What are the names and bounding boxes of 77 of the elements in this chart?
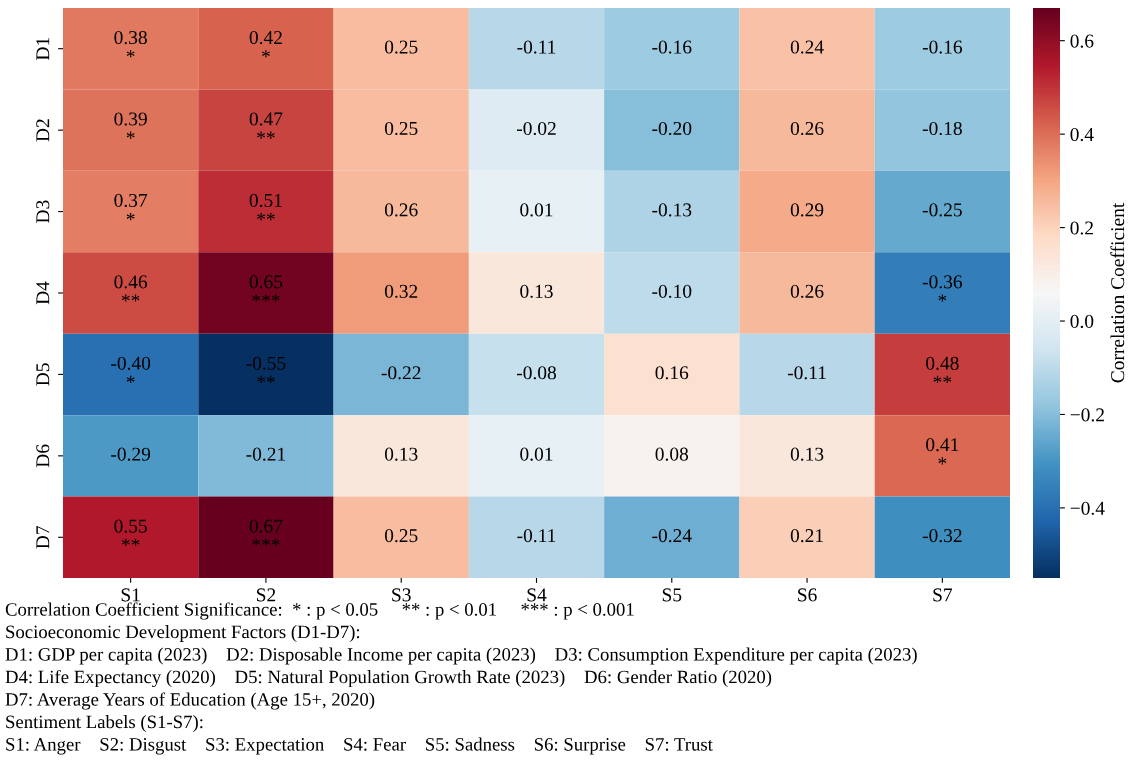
- data-label: -0.11: [517, 40, 556, 54]
- y-tick-label: D4: [36, 281, 50, 305]
- data-label: 0.65 ***: [249, 275, 283, 302]
- color-bar-label: −0.2: [1070, 408, 1104, 422]
- x-tick-label: S3: [392, 588, 411, 602]
- data-label: 0.29: [790, 203, 824, 217]
- data-label: -0.25: [922, 203, 962, 217]
- data-label: -0.24: [652, 529, 692, 543]
- data-label: -0.16: [922, 40, 963, 54]
- data-label: -0.11: [517, 529, 556, 543]
- data-label: 0.21: [790, 529, 823, 543]
- color-bar-label: 0.0: [1070, 314, 1094, 329]
- data-label: -0.10: [652, 284, 692, 298]
- x-tick-label: S6: [798, 588, 817, 602]
- x-tick-label: S5: [662, 588, 682, 602]
- y-tick-label: D7: [36, 525, 50, 549]
- data-label: -0.22: [381, 366, 421, 380]
- data-label: 0.38 *: [114, 30, 147, 58]
- data-label: 0.32: [384, 284, 418, 298]
- data-label: 0.01: [520, 447, 553, 461]
- data-label: 0.26: [790, 284, 824, 298]
- data-label: 0.26: [384, 203, 418, 217]
- data-label: -0.11: [787, 366, 826, 380]
- data-label: 0.16: [655, 366, 689, 380]
- y-tick-label: D2: [36, 119, 50, 142]
- data-label: 0.39 *: [114, 112, 147, 139]
- x-tick-label: S7: [933, 588, 953, 602]
- data-label: 0.37 *: [114, 193, 148, 221]
- data-label: -0.32: [922, 529, 962, 543]
- text: D7: Average Years of Education (Age 15+, 2020): [5, 692, 375, 710]
- color-bar-title: Correlation Coefficient: [1110, 202, 1125, 383]
- data-label: 0.67 ***: [249, 519, 283, 546]
- data-label: 0.25: [384, 529, 418, 543]
- y-tick-label: D3: [36, 200, 50, 223]
- data-label: -0.29: [111, 447, 151, 461]
- text: Socioeconomic Development Factors (D1-D7):: [6, 625, 360, 642]
- data-label: 0.25: [384, 121, 418, 136]
- data-label: -0.36 *: [922, 275, 963, 302]
- data-label: -0.40 *: [111, 356, 151, 383]
- data-label: 0.46 **: [114, 275, 148, 302]
- data-label: -0.08: [516, 366, 557, 380]
- data-label: 0.47 **: [249, 112, 283, 139]
- data-label: -0.21: [246, 447, 286, 461]
- data-label: 0.13: [384, 447, 418, 461]
- data-label: 0.55 **: [114, 519, 147, 546]
- x-tick-label: S4: [527, 588, 547, 602]
- x-tick-label: S2: [256, 588, 276, 602]
- data-label: -0.02: [516, 121, 556, 136]
- data-label: 0.01: [520, 203, 553, 217]
- color-bar-label: 0.6: [1070, 34, 1094, 48]
- data-label: 0.26: [790, 121, 824, 136]
- text: D4: Life Expectancy (2020) D5: Natural Population Growth Rate (2023) D6: Gender Ratio (2020): [5, 669, 772, 688]
- data-label: 0.08: [655, 447, 689, 461]
- data-label: -0.16: [652, 40, 692, 54]
- color-bar-label: −0.4: [1070, 501, 1105, 515]
- color-bar-label: 0.2: [1070, 221, 1093, 235]
- data-label: 0.25: [384, 40, 418, 54]
- data-label: 0.13: [520, 284, 553, 298]
- data-label: 0.51 **: [249, 193, 282, 221]
- data-label: 0.42 *: [249, 30, 282, 58]
- text: S1: Anger S2: Disgust S3: Expectation S4: Fear S5: Sadness S6: Surprise S7: Trust: [6, 737, 713, 755]
- data-label: -0.18: [922, 121, 962, 136]
- data-label: 0.48 **: [926, 356, 959, 383]
- text: Sentiment Labels (S1-S7):: [6, 715, 203, 732]
- data-label: 0.24: [790, 40, 824, 54]
- data-label: 0.41 *: [926, 438, 959, 465]
- data-label: 0.13: [790, 447, 824, 461]
- data-label: -0.13: [652, 203, 692, 217]
- text: D1: GDP per capita (2023) D2: Disposable Income per capita (2023) D3: Consumption Expenditure per capita (2023): [5, 647, 917, 665]
- x-tick-label: S1: [121, 588, 140, 602]
- color-bar-label: 0.4: [1070, 127, 1094, 142]
- y-tick-label: D5: [36, 363, 50, 386]
- y-tick-label: D1: [36, 38, 50, 61]
- data-label: -0.55 **: [246, 356, 286, 383]
- text: Correlation Coefficient Significance: * : p < 0.05 ** : p < 0.01 *** : p < 0.001: [5, 602, 634, 620]
- data-label: -0.20: [652, 121, 692, 136]
- y-tick-label: D6: [36, 444, 50, 468]
